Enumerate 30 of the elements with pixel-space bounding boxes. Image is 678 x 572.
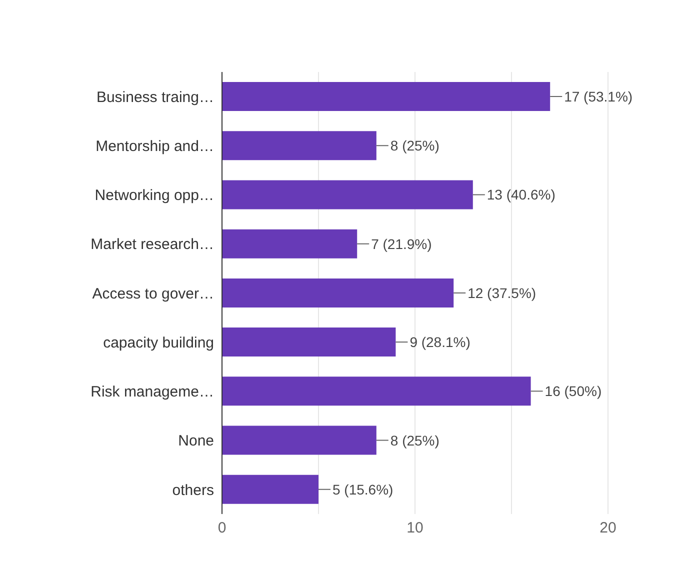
bar bbox=[222, 82, 550, 111]
y-tick-label: Business traing… bbox=[96, 88, 214, 106]
data-label: 12 (37.5%) bbox=[468, 284, 536, 301]
bar bbox=[222, 131, 376, 160]
y-tick-label: Risk manageme… bbox=[90, 384, 214, 401]
bar bbox=[222, 474, 318, 504]
bar bbox=[222, 180, 473, 210]
data-label: 7 (21.9%) bbox=[371, 236, 432, 252]
bar bbox=[222, 278, 454, 308]
data-label: 5 (15.6%) bbox=[332, 481, 394, 498]
y-tick-label: None bbox=[178, 432, 214, 450]
bar bbox=[222, 229, 358, 258]
y-tick-label: others bbox=[172, 482, 214, 499]
data-label: 16 (50%) bbox=[544, 383, 602, 400]
y-tick-label: Networking opp… bbox=[94, 187, 214, 204]
y-tick-label: Mentorship and… bbox=[96, 138, 214, 155]
data-label: 17 (53.1%) bbox=[564, 88, 633, 104]
x-tick-label: 10 bbox=[406, 520, 424, 537]
data-label: 9 (28.1%) bbox=[410, 334, 470, 350]
bar bbox=[222, 376, 531, 406]
y-tick-label: Market research… bbox=[90, 236, 214, 254]
bar bbox=[222, 426, 376, 455]
data-label: 8 (25%) bbox=[390, 138, 440, 154]
bar bbox=[222, 328, 396, 357]
x-tick-label: 0 bbox=[218, 520, 226, 537]
y-tick-label: Access to gover… bbox=[92, 285, 214, 302]
data-label: 8 (25%) bbox=[390, 432, 440, 448]
y-tick-label: capacity building bbox=[103, 334, 214, 352]
x-tick-label: 20 bbox=[600, 520, 616, 537]
data-label: 13 (40.6%) bbox=[486, 186, 556, 203]
